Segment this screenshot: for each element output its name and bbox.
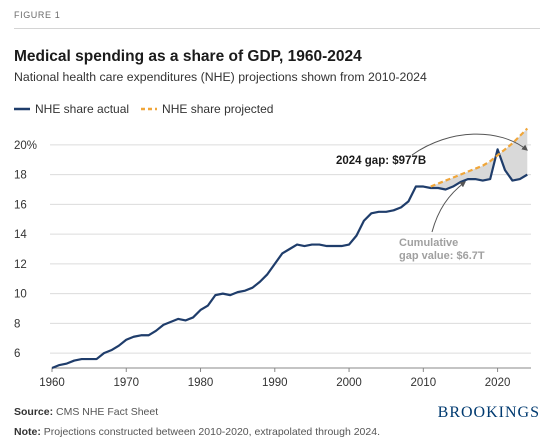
y-tick-label: 8 [14,318,20,330]
annotation-cumulative-line1: Cumulative [399,237,458,249]
annotation-cumulative-line2: gap value: $6.7T [399,250,485,262]
y-tick-label: 14 [14,229,27,241]
note-text: Projections constructed between 2010-202… [43,426,380,438]
source-text: CMS NHE Fact Sheet [56,406,159,418]
legend-item-projected: NHE share projected [141,102,273,116]
y-tick-label: 16 [14,199,27,211]
annotation-2024-gap: 2024 gap: $977B [336,155,426,167]
x-tick-label: 2010 [411,377,437,389]
x-tick-label: 1960 [39,377,65,389]
legend-swatch-projected [141,107,158,111]
source-label: Source: [14,406,54,418]
legend-label-actual: NHE share actual [35,102,130,116]
y-tick-label: 20% [14,140,37,152]
y-tick-label: 6 [14,348,20,360]
series-line-actual [51,148,528,370]
brookings-logo: BROOKINGS [437,404,540,421]
y-tick-label: 10 [14,289,27,301]
chart-area: 6 8 10 12 14 16 18 20% 1960 1970 1980 1990 2000 2010 2… [14,127,531,389]
legend-item-actual: NHE share actual [14,102,129,116]
cumulative-arrow [431,181,466,233]
legend-swatch-actual [14,107,30,111]
x-tick-label: 1970 [113,377,139,389]
chart-legend: NHE share actual NHE share projected [14,102,285,116]
gap-arrow [411,133,528,156]
legend-label-projected: NHE share projected [162,102,274,116]
y-tick-label: 12 [14,259,27,271]
series-line-projected [430,127,529,188]
footnote: Note: Projections constructed between 20… [14,426,380,438]
y-tick-label: 18 [14,170,27,182]
header-divider [14,28,540,29]
x-tick-label: 1980 [188,377,214,389]
figure-label: FIGURE 1 [14,10,61,20]
source-note: Source: CMS NHE Fact Sheet [14,406,158,418]
x-tick-label: 1990 [262,377,288,389]
chart-subtitle: National health care expenditures (NHE) … [14,70,427,84]
note-label: Note: [14,426,41,438]
x-tick-label: 2020 [485,377,511,389]
chart-title: Medical spending as a share of GDP, 1960… [14,48,362,65]
x-tick-label: 2000 [336,377,362,389]
